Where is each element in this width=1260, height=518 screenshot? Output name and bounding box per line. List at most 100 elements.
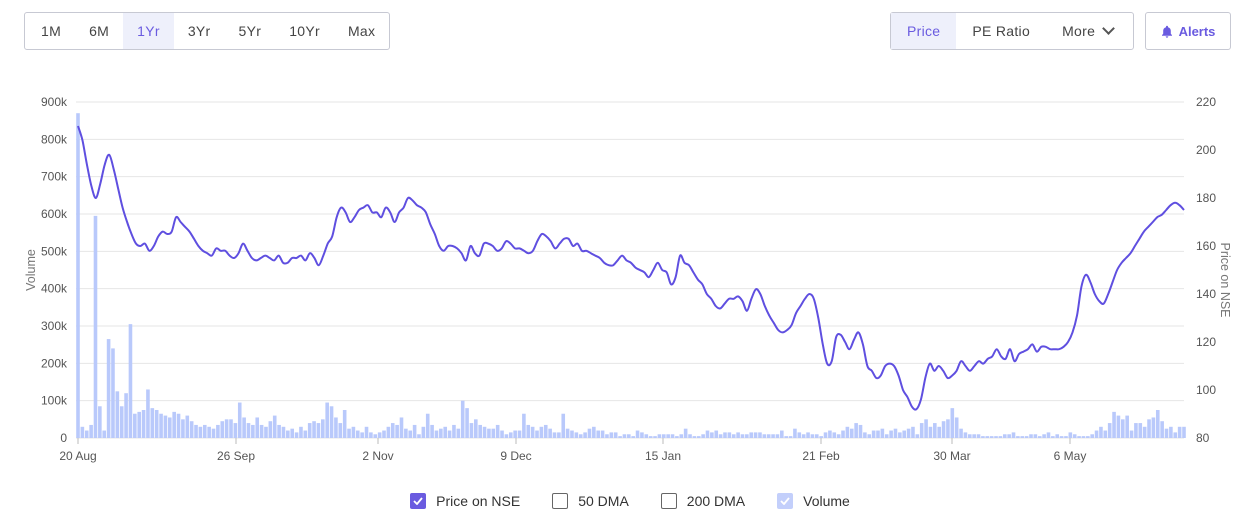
volume-bar [111, 348, 115, 438]
volume-bar [731, 434, 736, 438]
volume-bar [749, 432, 754, 438]
volume-bar [985, 436, 990, 438]
volume-bar [902, 430, 907, 438]
x-tick-label: 30 Mar [933, 449, 970, 463]
volume-bar [876, 430, 880, 438]
volume-bar [766, 434, 771, 438]
volume-bar [605, 434, 609, 438]
volume-bar [801, 434, 806, 438]
volume-bar [561, 413, 566, 438]
legend-label: 50 DMA [578, 493, 629, 509]
volume-bar [583, 432, 587, 438]
volume-bar [185, 415, 190, 438]
volume-bar [972, 434, 976, 438]
volume-bar [832, 432, 837, 438]
volume-bar [701, 434, 705, 438]
range-3yr-button[interactable]: 3Yr [187, 23, 211, 39]
y-left-tick-label: 600k [41, 207, 68, 221]
volume-bar [858, 424, 863, 438]
volume-bar [1155, 410, 1160, 438]
legend-price-nse[interactable]: Price on NSE [410, 493, 520, 509]
y-right-tick-label: 220 [1196, 95, 1216, 109]
volume-bar [277, 424, 281, 438]
volume-bar [670, 434, 675, 438]
volume-bar [1029, 434, 1033, 438]
range-1yr-button[interactable]: 1Yr [123, 13, 174, 49]
volume-bar [959, 428, 963, 438]
range-10yr-button[interactable]: 10Yr [289, 23, 320, 39]
volume-bar [251, 424, 255, 438]
more-dropdown[interactable]: More [1046, 13, 1133, 49]
volume-bar [648, 436, 653, 438]
y-right-tick-label: 80 [1196, 431, 1210, 445]
volume-bar [495, 424, 500, 438]
volume-bar [342, 410, 347, 438]
x-tick-label: 2 Nov [362, 449, 393, 463]
price-tab[interactable]: Price [891, 13, 957, 49]
volume-bar [849, 428, 854, 438]
legend-50-dma[interactable]: 50 DMA [552, 493, 629, 509]
pe-ratio-tab[interactable]: PE Ratio [972, 23, 1031, 39]
volume-bar [417, 434, 421, 438]
volume-bar [286, 430, 290, 438]
legend-volume[interactable]: Volume [777, 493, 850, 509]
range-6m-button[interactable]: 6M [89, 23, 110, 39]
volume-bar [452, 424, 456, 438]
y-right-tick-label: 180 [1196, 191, 1216, 205]
checkbox-empty-icon[interactable] [660, 493, 677, 509]
volume-bar [1037, 436, 1042, 438]
volume-bar [736, 432, 740, 438]
volume-bar [399, 417, 404, 438]
volume-bar [198, 426, 203, 438]
volume-bar [1160, 421, 1164, 438]
volume-bar [1120, 419, 1125, 438]
volume-bar [710, 432, 714, 438]
volume-bar [863, 432, 867, 438]
volume-bar [264, 426, 268, 438]
volume-bar [377, 432, 382, 438]
volume-bar [884, 434, 889, 438]
volume-bar [443, 426, 448, 438]
volume-bar [889, 430, 893, 438]
volume-bar [570, 430, 574, 438]
volume-bar [1138, 423, 1143, 438]
volume-bar [425, 413, 430, 438]
volume-bar [976, 434, 981, 438]
volume-bar [688, 434, 692, 438]
volume-bar [224, 419, 229, 438]
volume-bar [290, 428, 295, 438]
volume-bar [530, 426, 535, 438]
volume-bar [1169, 426, 1173, 438]
volume-bar [460, 400, 465, 438]
range-max-button[interactable]: Max [347, 23, 376, 39]
volume-bar [906, 428, 911, 438]
volume-bar [613, 432, 618, 438]
volume-bar [587, 428, 592, 438]
checkbox-empty-icon[interactable] [552, 493, 569, 509]
volume-bar [474, 419, 478, 438]
volume-bar [237, 402, 242, 438]
legend-label: Price on NSE [436, 493, 521, 509]
volume-bar [207, 426, 211, 438]
volume-bar [294, 432, 299, 438]
checkbox-checked-icon[interactable] [777, 493, 794, 509]
range-5yr-button[interactable]: 5Yr [238, 23, 262, 39]
volume-bar [1090, 434, 1094, 438]
volume-bar [723, 432, 727, 438]
checkbox-checked-icon[interactable] [410, 493, 427, 509]
range-1m-button[interactable]: 1M [41, 23, 62, 39]
legend-200-dma[interactable]: 200 DMA [660, 493, 745, 509]
volume-bar [814, 434, 819, 438]
volume-bar [124, 393, 128, 438]
volume-bar [487, 428, 491, 438]
volume-bar [1046, 432, 1051, 438]
volume-bar [933, 423, 937, 438]
volume-bar [696, 436, 701, 438]
volume-bar [797, 432, 802, 438]
legend-label: Volume [803, 493, 850, 509]
volume-bar [928, 426, 933, 438]
volume-bar [194, 424, 198, 438]
volume-bar [806, 432, 810, 438]
alerts-button[interactable]: Alerts [1145, 12, 1231, 50]
volume-bar [911, 426, 915, 438]
